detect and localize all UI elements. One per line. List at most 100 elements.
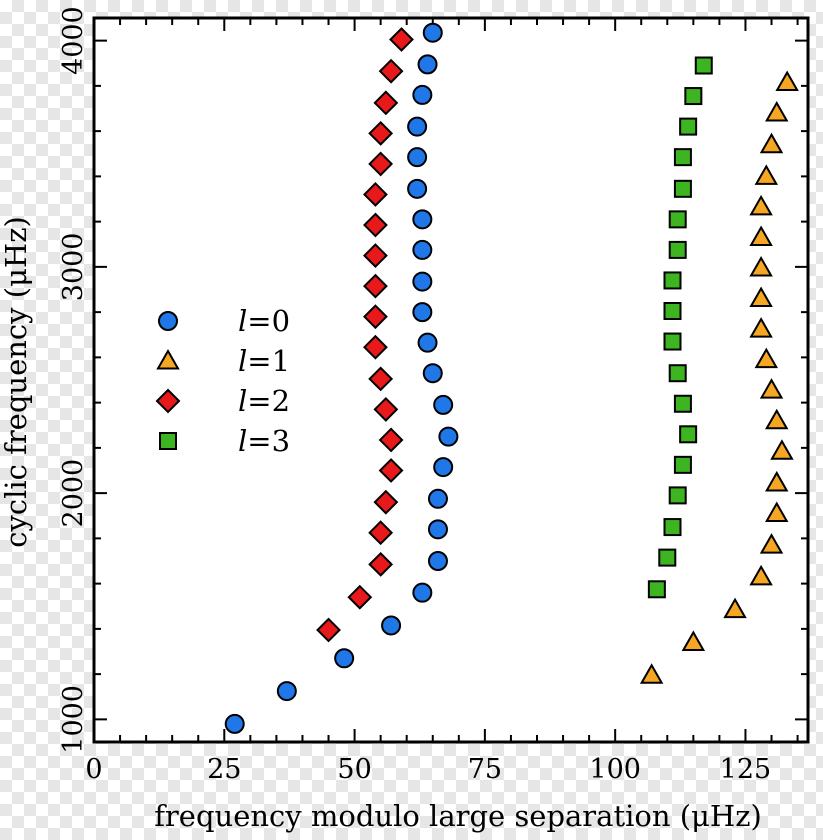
data-point xyxy=(427,551,448,571)
data-point xyxy=(334,648,355,669)
data-point xyxy=(639,663,664,684)
data-point xyxy=(347,584,373,610)
data-point xyxy=(363,243,388,268)
data-point xyxy=(663,518,682,537)
data-point xyxy=(668,240,687,259)
x-tick-label: 50 xyxy=(337,754,371,785)
data-point xyxy=(412,209,433,230)
data-point xyxy=(427,488,448,509)
data-point xyxy=(422,22,443,43)
x-tick-label: 125 xyxy=(720,754,772,785)
data-point xyxy=(749,317,773,338)
data-point xyxy=(407,147,428,168)
data-point xyxy=(427,519,448,540)
data-point xyxy=(368,151,394,177)
data-point xyxy=(363,273,388,299)
data-point xyxy=(754,164,779,185)
data-point xyxy=(668,210,687,229)
data-point xyxy=(723,597,747,619)
y-axis: 1000 2000 3000 4000 xyxy=(58,6,808,754)
legend-label: l=0 xyxy=(238,304,290,338)
legend-item: l=3 xyxy=(159,424,290,458)
legend-item: l=1 xyxy=(156,344,290,378)
data-point xyxy=(673,394,692,413)
data-point xyxy=(368,520,394,546)
legend-marker xyxy=(155,388,181,414)
data-point xyxy=(224,713,245,734)
data-point xyxy=(749,564,773,586)
data-point xyxy=(673,179,692,198)
legend-item: l=2 xyxy=(155,384,290,418)
data-point xyxy=(373,90,399,116)
plot-frame xyxy=(92,16,810,744)
data-point xyxy=(663,271,682,290)
data-point xyxy=(673,455,692,474)
data-point xyxy=(381,615,402,636)
data-point xyxy=(363,212,388,238)
data-point xyxy=(373,396,399,422)
data-point xyxy=(759,378,784,399)
legend-marker xyxy=(158,311,178,331)
data-point xyxy=(378,58,404,84)
data-point xyxy=(759,533,784,554)
data-point xyxy=(417,332,438,353)
data-point xyxy=(754,347,779,369)
x-axis-label: frequency modulo large separation (μHz) xyxy=(154,799,762,833)
data-point xyxy=(694,56,713,75)
data-point xyxy=(407,116,428,137)
y-tick-label: 4000 xyxy=(58,6,89,75)
data-point xyxy=(775,70,799,91)
data-point xyxy=(679,425,698,444)
data-point xyxy=(316,617,341,643)
y-tick-label: 2000 xyxy=(58,459,89,528)
data-point xyxy=(368,120,394,146)
data-point xyxy=(765,501,789,522)
data-point xyxy=(412,239,433,260)
data-point xyxy=(765,101,789,122)
series-0 xyxy=(224,22,459,734)
data-point xyxy=(422,363,443,384)
data-point xyxy=(412,84,433,105)
data-point xyxy=(378,427,404,453)
data-point xyxy=(412,302,433,323)
minor-ticks xyxy=(94,18,808,742)
data-point xyxy=(389,27,414,52)
data-point xyxy=(673,148,692,167)
data-point xyxy=(433,394,454,415)
legend-marker xyxy=(159,432,177,450)
data-point xyxy=(749,225,773,246)
data-point xyxy=(663,301,682,320)
x-tick-label: 100 xyxy=(589,754,641,785)
series-layer xyxy=(224,22,799,734)
legend-label: l=3 xyxy=(238,424,290,458)
data-point xyxy=(684,87,703,106)
data-point xyxy=(412,582,433,603)
data-point xyxy=(647,580,666,599)
series-2 xyxy=(316,27,414,643)
legend-item: l=0 xyxy=(158,304,290,338)
data-point xyxy=(412,271,433,292)
series-3 xyxy=(647,56,713,599)
data-point xyxy=(438,426,459,447)
data-point xyxy=(765,470,789,492)
data-point xyxy=(276,681,297,702)
data-point xyxy=(749,286,773,308)
data-point xyxy=(373,489,399,515)
data-point xyxy=(679,117,698,136)
legend-label: l=1 xyxy=(238,344,290,378)
data-point xyxy=(770,439,794,460)
data-point xyxy=(765,408,789,430)
data-point xyxy=(658,548,677,567)
data-point xyxy=(363,182,388,207)
y-axis-label: cyclic frequency (μHz) xyxy=(0,216,33,548)
data-point xyxy=(368,551,394,577)
data-point xyxy=(749,255,773,277)
x-tick-label: 75 xyxy=(468,754,502,785)
data-point xyxy=(417,54,438,75)
data-point xyxy=(363,334,388,360)
data-point xyxy=(668,486,687,505)
legend-label: l=2 xyxy=(238,384,290,418)
series-1 xyxy=(639,70,799,684)
x-tick-label: 25 xyxy=(207,754,241,785)
data-point xyxy=(668,364,687,383)
